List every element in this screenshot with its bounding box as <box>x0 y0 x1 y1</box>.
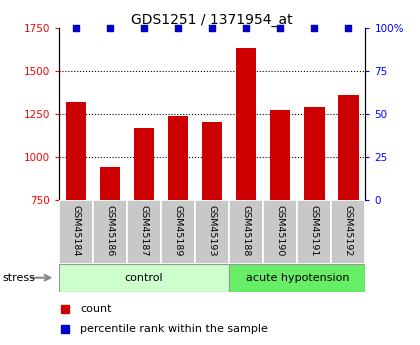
Text: acute hypotension: acute hypotension <box>246 273 349 283</box>
Bar <box>59 200 93 264</box>
Bar <box>236 48 256 200</box>
Bar <box>297 200 331 264</box>
Bar <box>229 264 365 292</box>
Bar <box>134 128 154 200</box>
Point <box>311 25 318 30</box>
Point <box>209 25 215 30</box>
Point <box>243 25 249 30</box>
Bar <box>229 200 263 264</box>
Point <box>73 25 79 30</box>
Bar <box>100 167 120 200</box>
Text: control: control <box>125 273 163 283</box>
Point <box>345 25 352 30</box>
Bar <box>304 107 325 200</box>
Text: GSM45187: GSM45187 <box>139 205 148 256</box>
Text: GSM45184: GSM45184 <box>71 205 80 256</box>
Bar <box>202 122 222 200</box>
Bar <box>195 200 229 264</box>
Point <box>141 25 147 30</box>
Text: GSM45190: GSM45190 <box>276 205 285 256</box>
Text: GSM45191: GSM45191 <box>310 205 319 256</box>
Bar <box>263 200 297 264</box>
Text: GSM45186: GSM45186 <box>105 205 114 256</box>
Text: GSM45188: GSM45188 <box>241 205 251 256</box>
Bar <box>168 116 188 200</box>
Text: GSM45189: GSM45189 <box>173 205 183 256</box>
Bar <box>161 200 195 264</box>
Text: stress: stress <box>2 273 35 283</box>
Bar <box>127 200 161 264</box>
Bar <box>66 102 86 200</box>
Bar <box>331 200 365 264</box>
Text: GSM45193: GSM45193 <box>207 205 217 256</box>
Title: GDS1251 / 1371954_at: GDS1251 / 1371954_at <box>131 12 293 27</box>
Point <box>175 25 181 30</box>
Bar <box>270 110 291 200</box>
Text: percentile rank within the sample: percentile rank within the sample <box>80 324 268 334</box>
Text: GSM45192: GSM45192 <box>344 205 353 256</box>
Text: count: count <box>80 304 112 314</box>
Bar <box>338 95 359 200</box>
Point <box>277 25 284 30</box>
Bar <box>93 200 127 264</box>
Bar <box>59 264 229 292</box>
Point <box>107 25 113 30</box>
